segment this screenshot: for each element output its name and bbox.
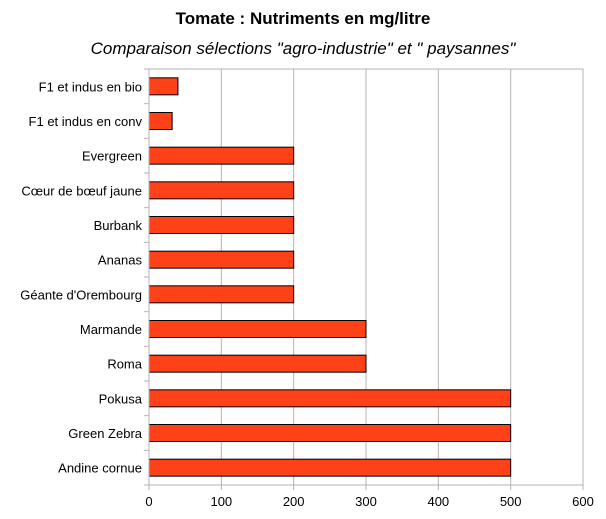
category-label: Pokusa (99, 391, 143, 406)
x-tick-label: 100 (210, 494, 232, 509)
bar (148, 320, 367, 338)
bar (148, 285, 295, 304)
bar (148, 112, 173, 130)
bar (148, 389, 512, 408)
category-label: Andine cornue (58, 461, 142, 476)
chart-subtitle: Comparaison sélections "agro-industrie" … (90, 39, 516, 58)
category-labels: F1 et indus en bio F1 et indus en conv Eve… (20, 79, 142, 475)
category-label: Marmande (80, 322, 142, 337)
bar (148, 424, 512, 442)
x-tick-label: 600 (572, 494, 594, 509)
x-tick-label: 400 (427, 494, 449, 509)
bar (148, 216, 295, 234)
tick-labels: 0 100 200 300 400 500 600 (145, 494, 593, 509)
category-label: Cœur de bœuf jaune (21, 183, 142, 198)
bar (148, 458, 512, 477)
bar (148, 146, 295, 165)
category-label: Green Zebra (68, 426, 142, 441)
bar (148, 77, 179, 96)
axes (144, 68, 584, 490)
category-label: F1 et indus en conv (29, 114, 143, 129)
category-label: F1 et indus en bio (39, 79, 142, 94)
bars (148, 77, 512, 477)
plot-frame (148, 68, 584, 486)
bar (148, 250, 295, 269)
x-tick-label: 200 (283, 494, 305, 509)
category-label: Géante d'Orembourg (20, 287, 142, 302)
x-tick-label: 0 (145, 494, 152, 509)
x-tick-label: 300 (355, 494, 377, 509)
x-tick-label: 500 (500, 494, 522, 509)
bar (148, 181, 295, 200)
category-label: Evergreen (82, 149, 142, 164)
category-label: Burbank (94, 218, 143, 233)
category-label: Ananas (98, 253, 143, 268)
bar (148, 354, 367, 373)
grid-lines (220, 69, 584, 485)
chart-title: Tomate : Nutriments en mg/litre (175, 9, 431, 28)
category-label: Roma (107, 357, 142, 372)
